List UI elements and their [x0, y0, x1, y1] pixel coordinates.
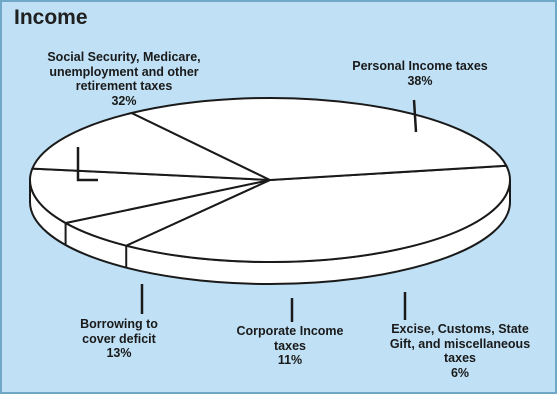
label-line: Borrowing to: [80, 317, 158, 331]
label-line: 32%: [111, 93, 137, 108]
label-line: 38%: [407, 73, 433, 88]
label-line: retirement taxes: [75, 79, 173, 93]
label-line: unemployment and other: [49, 64, 199, 79]
label-line: 6%: [450, 365, 470, 380]
label-line: Corporate Income: [236, 324, 344, 338]
label-line: cover deficit: [82, 331, 156, 346]
leader-line: [412, 99, 418, 133]
pie-slice-2: [29, 167, 271, 224]
pie-slice-3: [31, 111, 271, 181]
label-line: Social Security, Medicare,: [47, 50, 201, 64]
pie-slice-4: [130, 97, 508, 181]
label-line: taxes: [444, 351, 476, 365]
label-line: Gift, and miscellaneous: [389, 336, 531, 351]
chart-title: Income: [14, 6, 88, 29]
leader-line: [76, 147, 98, 182]
slice-label-corporate-income: Corporate Income taxes 11%: [220, 324, 360, 368]
pie-slice-0: [125, 164, 511, 263]
slice-label-personal-income: Personal Income taxes 38%: [320, 59, 520, 88]
slice-label-excise-customs: Excise, Customs, State Gift, and miscell…: [370, 322, 550, 380]
label-line: Personal Income taxes: [352, 59, 488, 73]
label-line: 13%: [106, 346, 132, 360]
slice-label-borrowing: Borrowing to cover deficit 13%: [64, 317, 174, 361]
label-line: taxes: [274, 338, 306, 353]
slice-label-social-security: Social Security, Medicare, unemployment …: [24, 50, 224, 108]
label-line: Excise, Customs, State: [391, 322, 529, 336]
label-line: 11%: [277, 353, 303, 367]
